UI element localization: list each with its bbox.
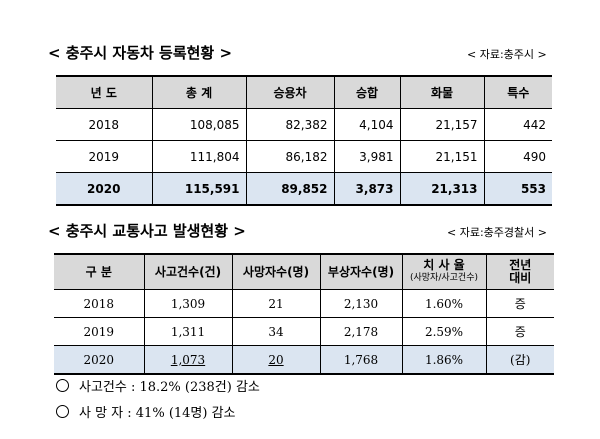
table-cell: 2019 xyxy=(56,140,152,173)
table-header-row: 년 도 총 계 승용차 승합 화물 특수 xyxy=(56,75,552,109)
header-accidents: 사고건수(건) xyxy=(143,253,233,290)
header-yoy-line2: 대비 xyxy=(509,271,532,285)
accident-source-label: < 자료:충주경찰서 > xyxy=(447,226,547,239)
table-cell: 21,157 xyxy=(399,108,484,141)
table-row: 2019 111,804 86,182 3,981 21,151 490 xyxy=(56,140,552,173)
circle-bullet-icon xyxy=(56,379,69,392)
vehicle-source-label: < 자료:충주시 > xyxy=(467,48,547,61)
table-header-row: 구 분 사고건수(건) 사망자수(명) 부상자수(명) 치 사 율 (사망자/사… xyxy=(54,253,554,290)
table-cell: 86,182 xyxy=(245,140,334,173)
traffic-accident-table: 구 분 사고건수(건) 사망자수(명) 부상자수(명) 치 사 율 (사망자/사… xyxy=(54,253,554,375)
table-cell: 2,178 xyxy=(319,317,403,346)
table-cell: 34 xyxy=(231,317,321,346)
table-cell: 20 xyxy=(231,345,321,375)
header-year: 년 도 xyxy=(56,75,152,109)
table-row: 2018 1,309 21 2,130 1.60% 증 xyxy=(54,289,554,318)
traffic-accident-title: < 충주시 교통사고 발생현황 > xyxy=(48,222,246,240)
table-cell: (감) xyxy=(485,345,554,375)
note-deaths-text: 사 망 자 : 41% (14명) 감소 xyxy=(79,406,236,421)
table-cell: 2,130 xyxy=(319,289,403,318)
table-cell: 증 xyxy=(485,289,554,318)
table-cell: 108,085 xyxy=(151,108,246,141)
header-fatality-rate: 치 사 율 (사망자/사고건수) xyxy=(401,253,487,290)
table-cell: 2019 xyxy=(54,317,145,346)
header-fatality-rate-label: 치 사 율 xyxy=(423,258,465,272)
table-row-highlight: 2020 115,591 89,852 3,873 21,313 553 xyxy=(56,172,552,206)
table-row: 2018 108,085 82,382 4,104 21,157 442 xyxy=(56,108,552,141)
table-row: 2019 1,311 34 2,178 2.59% 증 xyxy=(54,317,554,346)
table-cell: 2.59% xyxy=(401,317,487,346)
table-cell: 증 xyxy=(485,317,554,346)
table-cell: 4,104 xyxy=(333,108,400,141)
table-cell: 1,768 xyxy=(319,345,403,375)
table-cell: 89,852 xyxy=(245,172,334,206)
table-cell: 2018 xyxy=(54,289,145,318)
table-cell: 21 xyxy=(231,289,321,318)
header-truck: 화물 xyxy=(399,75,484,109)
table-cell: 1,073 xyxy=(143,345,233,375)
header-special: 특수 xyxy=(483,75,552,109)
table-cell: 442 xyxy=(483,108,552,141)
table-cell: 82,382 xyxy=(245,108,334,141)
note-accidents-text: 사고건수 : 18.2% (238건) 감소 xyxy=(79,380,260,395)
header-yoy-line1: 전년 xyxy=(509,258,532,272)
header-fatality-rate-sub: (사망자/사고건수) xyxy=(409,273,478,283)
header-yoy: 전년 대비 xyxy=(485,253,554,290)
table-cell: 21,151 xyxy=(399,140,484,173)
table-cell: 3,981 xyxy=(333,140,400,173)
header-category: 구 분 xyxy=(54,253,145,290)
circle-bullet-icon xyxy=(56,405,69,418)
vehicle-registration-title: < 충주시 자동차 등록현황 > xyxy=(48,44,233,62)
table-cell: 1,309 xyxy=(143,289,233,318)
table-row-highlight: 2020 1,073 20 1,768 1.86% (감) xyxy=(54,345,554,375)
vehicle-registration-table: 년 도 총 계 승용차 승합 화물 특수 2018 108,085 82,382… xyxy=(56,75,552,206)
note-deaths: 사 망 자 : 41% (14명) 감소 xyxy=(56,402,236,421)
table-cell: 2020 xyxy=(56,172,152,206)
table-cell: 490 xyxy=(483,140,552,173)
table-cell: 2020 xyxy=(54,345,145,375)
table-cell: 1.60% xyxy=(401,289,487,318)
table-cell: 1,311 xyxy=(143,317,233,346)
table-cell: 553 xyxy=(483,172,552,206)
header-passenger: 승용차 xyxy=(245,75,334,109)
header-deaths: 사망자수(명) xyxy=(231,253,321,290)
table-cell: 2018 xyxy=(56,108,152,141)
note-accidents: 사고건수 : 18.2% (238건) 감소 xyxy=(56,376,260,395)
table-cell: 111,804 xyxy=(151,140,246,173)
header-van: 승합 xyxy=(333,75,400,109)
table-cell: 115,591 xyxy=(151,172,246,206)
table-cell: 1.86% xyxy=(401,345,487,375)
table-cell: 3,873 xyxy=(333,172,400,206)
header-injuries: 부상자수(명) xyxy=(319,253,403,290)
table-cell: 21,313 xyxy=(399,172,484,206)
header-total: 총 계 xyxy=(151,75,246,109)
